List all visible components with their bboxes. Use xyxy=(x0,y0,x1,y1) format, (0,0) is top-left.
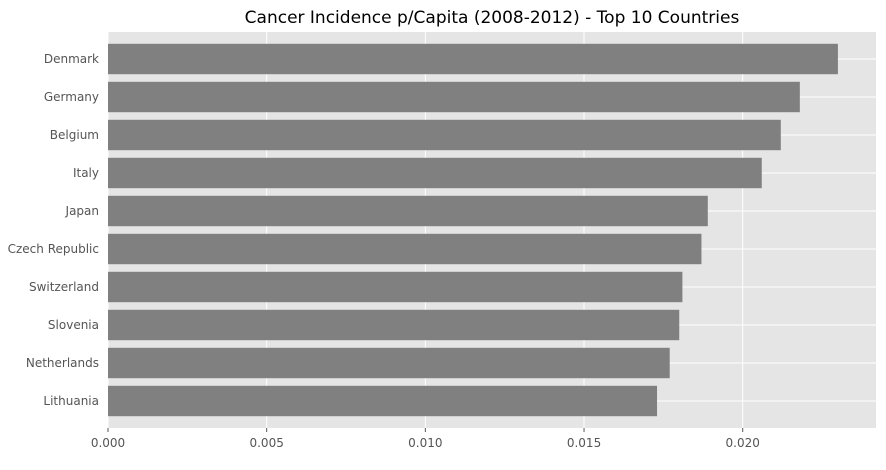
y-tick-label: Belgium xyxy=(50,128,99,142)
bar xyxy=(108,195,708,227)
y-tick-label: Lithuania xyxy=(43,394,99,408)
x-tick-labels: 0.000 0.005 0.010 0.015 0.020 xyxy=(91,428,760,450)
bar xyxy=(108,81,800,113)
y-tick-label: Slovenia xyxy=(48,318,99,332)
y-tick-labels: Denmark Germany Belgium Italy Japan Czech Rep… xyxy=(8,52,99,408)
x-tick-label: 0.020 xyxy=(726,436,760,450)
y-tick-label: Denmark xyxy=(44,52,99,66)
chart-title: Cancer Incidence p/Capita (2008-2012) - … xyxy=(245,8,740,28)
x-tick-label: 0.010 xyxy=(408,436,442,450)
bar xyxy=(108,309,680,341)
y-tick-label: Czech Republic xyxy=(8,242,99,256)
bar xyxy=(108,119,781,151)
y-tick-label: Italy xyxy=(73,166,99,180)
y-tick-label: Netherlands xyxy=(26,356,99,370)
bar xyxy=(108,43,838,75)
x-tick-label: 0.015 xyxy=(567,436,601,450)
x-tick-label: 0.005 xyxy=(249,436,283,450)
bars xyxy=(108,43,838,417)
y-tick-label: Germany xyxy=(44,90,99,104)
bar xyxy=(108,157,762,189)
y-tick-label: Japan xyxy=(65,204,99,218)
y-tick-label: Switzerland xyxy=(29,280,99,294)
bar xyxy=(108,385,658,417)
x-tick-label: 0.000 xyxy=(91,436,125,450)
bar xyxy=(108,271,683,303)
bar xyxy=(108,233,702,265)
bar xyxy=(108,347,670,379)
